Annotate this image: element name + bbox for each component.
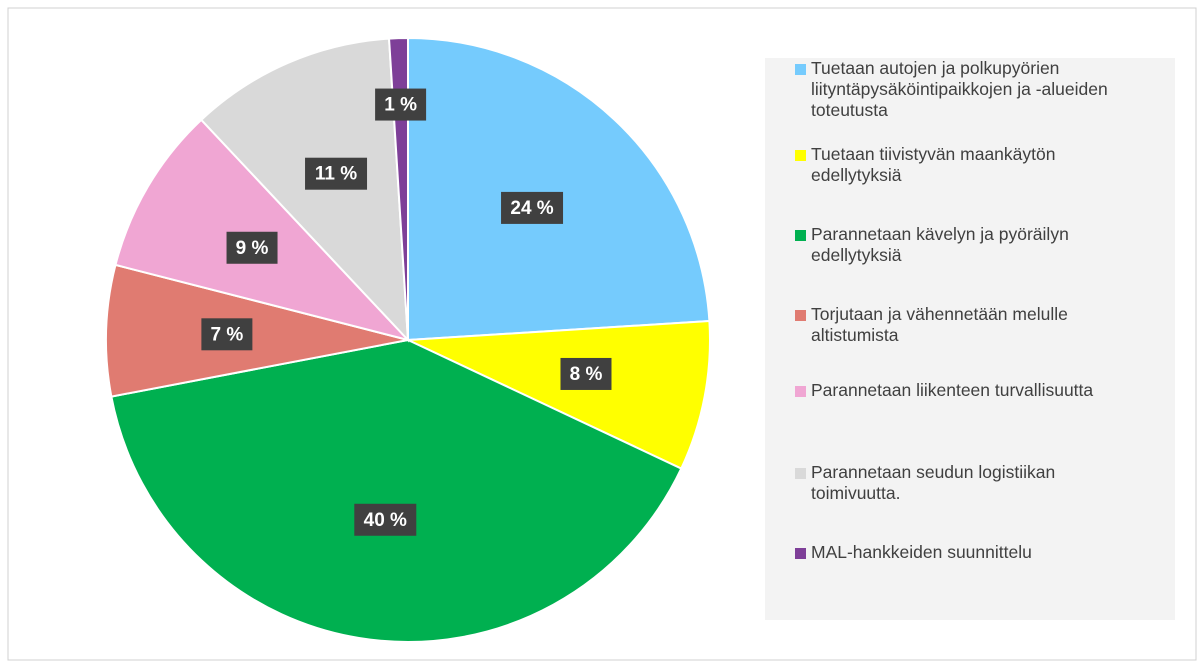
legend-swatch [795,64,806,75]
data-label: 24 % [510,198,553,219]
pie-slice [114,118,412,342]
label-box [501,191,564,224]
legend-swatch [795,230,806,241]
legend-label: Tuetaan autojen ja polkupyörien liityntä… [811,58,1108,120]
label-box [226,231,278,264]
pie-slice [110,338,683,643]
legend-swatch [795,468,806,479]
label-box [560,357,612,390]
legend-label: Parannetaan liikenteen turvallisuutta [811,380,1094,400]
data-label: 40 % [364,510,407,531]
legend-label: Tuetaan tiivistyvän maankäytön edellytyk… [811,144,1056,185]
pie-slice [199,37,410,343]
data-label: 9 % [236,238,269,259]
legend-label: MAL-hankkeiden suunnittelu [811,542,1032,562]
legend-label: Parannetaan kävelyn ja pyöräilyn edellyt… [811,224,1069,265]
label-box [354,503,417,536]
pie-slice [407,36,711,342]
label-box [305,157,368,190]
legend-label: Torjutaan ja vähennetään melulle altistu… [811,304,1068,345]
pie-slice [105,263,409,398]
legend-swatch [795,310,806,321]
data-label: 1 % [384,95,417,116]
legend-swatch [795,548,806,559]
data-label: 8 % [570,364,603,385]
legend-label: Parannetaan seudun logistiikan toimivuut… [811,462,1056,503]
data-label: 7 % [211,324,244,345]
border [7,7,1197,661]
label-box [375,88,427,121]
legend-swatch [795,386,806,397]
label-box [201,318,253,351]
legend-swatch [795,150,806,161]
pie-slice [407,319,711,470]
legend: Tuetaan autojen ja polkupyörien liityntä… [765,58,1175,620]
data-label: 11 % [315,164,357,185]
